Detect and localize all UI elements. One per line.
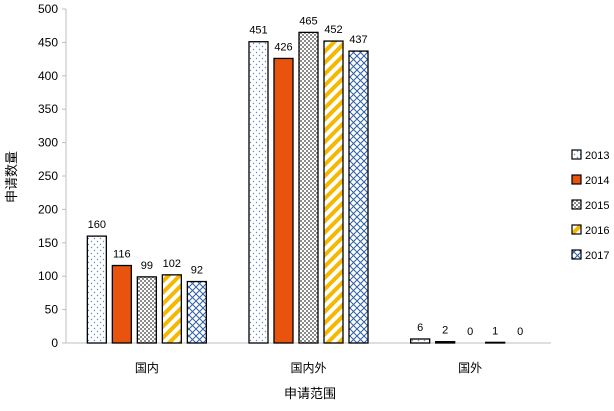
legend-swatch-2013	[571, 149, 582, 160]
data-label: 465	[299, 15, 317, 27]
bar-2014-2	[435, 341, 456, 344]
legend-label-2015: 2015	[585, 200, 609, 212]
y-tick-label: 500	[38, 2, 58, 16]
legend-label-2017: 2017	[585, 250, 609, 262]
bar-2016-1	[323, 40, 344, 344]
x-category-label: 国内	[135, 361, 159, 375]
x-axis-title: 申请范围	[284, 386, 336, 401]
x-category-label: 国内外	[290, 361, 326, 375]
legend-swatch-2017	[571, 249, 582, 260]
data-label: 452	[324, 24, 342, 36]
y-tick-label: 150	[38, 236, 58, 250]
bar-2015-0	[136, 276, 157, 344]
y-tick-label: 400	[38, 69, 58, 83]
y-axis-title: 申请数量	[4, 151, 19, 203]
data-label: 160	[88, 219, 106, 231]
y-axis: 0 50 100 150 200 250 300 350 400 450 500	[38, 2, 67, 350]
data-labels-group: 160 116 99 102 92 451 426 465 452 437 6 2 0 1 0	[88, 15, 524, 338]
bar-2014-0	[111, 264, 132, 344]
data-label: 437	[349, 34, 367, 46]
x-category-label: 国外	[458, 361, 482, 375]
legend-label-2016: 2016	[585, 225, 609, 237]
bar-2017-1	[348, 50, 369, 344]
data-label: 116	[113, 249, 131, 261]
x-axis: 国内 国内外 国外	[66, 342, 551, 375]
legend-swatch-2016	[571, 224, 582, 235]
bar-2017-0	[186, 280, 207, 344]
bar-2014-1	[273, 57, 294, 344]
legend: 2013 2014 2015 2016 2017	[571, 149, 609, 262]
y-tick-label: 300	[38, 136, 58, 150]
data-label: 0	[467, 326, 473, 338]
data-label: 1	[492, 325, 498, 337]
bar-2016-0	[161, 274, 182, 344]
data-label: 102	[163, 258, 181, 270]
bar-2013-2	[410, 338, 431, 344]
y-tick-label: 350	[38, 102, 58, 116]
data-label: 2	[442, 325, 448, 337]
bar-2013-1	[248, 41, 269, 344]
bar-2013-0	[86, 235, 107, 344]
data-label: 99	[141, 260, 153, 272]
y-tick-label: 100	[38, 269, 58, 283]
y-tick-label: 450	[38, 35, 58, 49]
y-tick-label: 250	[38, 169, 58, 183]
y-tick-label: 200	[38, 202, 58, 216]
data-label: 0	[517, 326, 523, 338]
legend-swatch-2014	[571, 174, 582, 185]
bar-2016-2	[485, 341, 506, 344]
bar-2015-1	[298, 31, 319, 344]
data-label: 426	[274, 41, 292, 53]
legend-label-2014: 2014	[585, 175, 609, 187]
y-tick-label: 0	[51, 336, 58, 350]
y-tick-label: 50	[45, 303, 59, 317]
data-label: 92	[191, 265, 203, 277]
data-label: 6	[417, 322, 423, 334]
legend-label-2013: 2013	[585, 150, 609, 162]
bar-series-group	[86, 31, 506, 344]
data-label: 451	[249, 25, 267, 37]
legend-swatch-2015	[571, 199, 582, 210]
